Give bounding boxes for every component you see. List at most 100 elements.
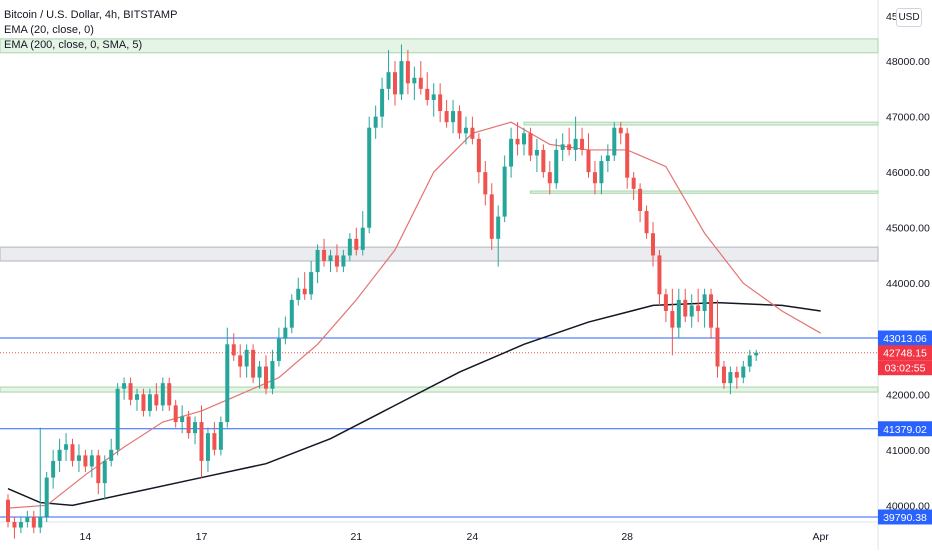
candle bbox=[264, 355, 268, 395]
candle bbox=[341, 249, 346, 273]
candle-body bbox=[696, 305, 701, 311]
candle-body bbox=[541, 149, 546, 173]
indicator-ema200[interactable]: EMA (200, close, 0, SMA, 5) bbox=[4, 39, 143, 51]
price-label-1: 42748.15 bbox=[878, 345, 932, 361]
candle-body bbox=[483, 172, 488, 195]
candle bbox=[457, 105, 462, 139]
candle bbox=[199, 405, 204, 478]
candle-body bbox=[522, 133, 526, 145]
indicator-ema20[interactable]: EMA (20, close, 0) bbox=[4, 24, 94, 36]
candle-body bbox=[386, 72, 391, 89]
candle bbox=[418, 61, 423, 95]
candle-body bbox=[734, 372, 739, 378]
candle bbox=[676, 288, 681, 339]
candle-body bbox=[238, 355, 243, 367]
candle bbox=[38, 427, 43, 534]
candle-body bbox=[257, 366, 262, 378]
candle bbox=[12, 516, 17, 539]
candle bbox=[44, 472, 49, 522]
candle-body bbox=[289, 299, 294, 328]
candle-body bbox=[154, 394, 159, 406]
price-label-bg bbox=[878, 330, 932, 346]
candle-body bbox=[676, 299, 681, 328]
candle-body bbox=[315, 249, 320, 273]
candle-body bbox=[173, 405, 178, 423]
candle-body bbox=[122, 383, 127, 389]
x-tick-label: 14 bbox=[80, 531, 92, 543]
candle-body bbox=[109, 449, 114, 461]
x-tick-label: 17 bbox=[196, 531, 208, 543]
candle bbox=[476, 133, 481, 184]
candle bbox=[657, 249, 662, 306]
candle-body bbox=[199, 422, 204, 461]
price-label-3: 41379.02 bbox=[878, 421, 932, 437]
candle-body bbox=[644, 211, 649, 234]
candle bbox=[193, 416, 198, 445]
candle bbox=[438, 83, 443, 123]
candle-body bbox=[380, 88, 385, 117]
candle-body bbox=[618, 127, 623, 134]
candle-body bbox=[625, 133, 630, 178]
partial-zone-0 bbox=[523, 121, 879, 126]
symbol-title[interactable]: Bitcoin / U.S. Dollar, 4h, BITSTAMP bbox=[4, 9, 178, 21]
candle bbox=[257, 360, 262, 389]
candle bbox=[515, 122, 520, 156]
candle-body bbox=[270, 360, 275, 389]
candle-body bbox=[528, 133, 533, 156]
candle-body bbox=[599, 161, 604, 184]
candle-body bbox=[38, 516, 43, 528]
candle bbox=[509, 127, 514, 178]
candle-body bbox=[580, 138, 585, 150]
candle bbox=[580, 127, 585, 156]
candle-body bbox=[360, 227, 365, 250]
candle bbox=[225, 327, 230, 428]
candle bbox=[367, 116, 372, 234]
candle-body bbox=[244, 349, 249, 367]
candle-body bbox=[354, 238, 359, 250]
candle bbox=[618, 122, 623, 145]
price-label-bg bbox=[878, 360, 932, 376]
zone-0 bbox=[0, 38, 879, 54]
candle bbox=[483, 161, 488, 206]
candle-body bbox=[373, 116, 378, 128]
candle-body bbox=[283, 327, 288, 339]
candle bbox=[244, 344, 249, 378]
candle-body bbox=[425, 88, 430, 100]
candle bbox=[167, 377, 172, 411]
candle-body bbox=[638, 188, 643, 212]
candle-body bbox=[128, 383, 133, 400]
currency-button[interactable]: USD bbox=[896, 8, 922, 27]
candle-body bbox=[754, 352, 759, 356]
candle-body bbox=[347, 238, 352, 256]
candle bbox=[347, 233, 352, 261]
candle-body bbox=[547, 172, 552, 184]
candle-body bbox=[180, 416, 185, 423]
candle-body bbox=[534, 149, 539, 156]
candle-body bbox=[728, 372, 733, 384]
candle bbox=[741, 360, 746, 384]
candle-body bbox=[218, 422, 223, 450]
candle bbox=[386, 49, 391, 100]
candle bbox=[522, 127, 526, 156]
price-label-text: 41379.02 bbox=[883, 424, 927, 436]
candle-body bbox=[160, 383, 165, 406]
candle-body bbox=[225, 344, 230, 423]
candle-body bbox=[509, 138, 514, 167]
candle-body bbox=[412, 77, 417, 84]
candle bbox=[231, 333, 236, 361]
candle bbox=[296, 277, 301, 306]
candle bbox=[212, 422, 217, 456]
candle-body bbox=[135, 394, 139, 400]
candle bbox=[451, 99, 456, 134]
candle bbox=[276, 327, 281, 367]
candle-body bbox=[689, 305, 694, 317]
candle-body bbox=[721, 366, 726, 384]
candle-body bbox=[631, 177, 636, 189]
candle bbox=[651, 222, 655, 267]
zone-2 bbox=[0, 386, 879, 393]
candle bbox=[560, 133, 565, 162]
price-axis-panel bbox=[878, 0, 932, 550]
candle-body bbox=[418, 77, 423, 89]
